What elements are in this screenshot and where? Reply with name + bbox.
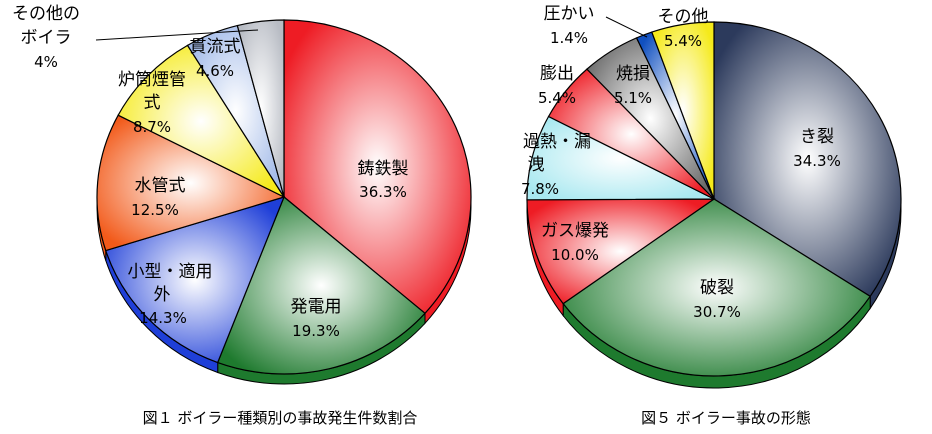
label-gas-explosion: ガス爆発 [541,221,609,241]
value-burnout: 5.1% [614,89,652,107]
pie1-slice-2 [104,196,286,364]
value-overheat: 7.8% [521,180,559,198]
leader-line-collapse [605,16,648,38]
value-cast-iron: 36.3% [359,183,407,201]
value-other-boiler: 4% [34,53,58,71]
pie2-labels: き裂 34.3% 破裂 30.7% ガス爆発 10.0% 過熱・漏 洩 7.8%… [521,4,841,321]
label-bulge: 膨出 [540,64,574,84]
label-water-tube: 水管式 [135,176,186,196]
label-fire-tube-2: 式 [144,93,161,113]
pie1-slice-3 [96,114,286,252]
label-once-through: 貫流式 [190,37,241,57]
value-bulge: 5.4% [538,89,576,107]
value-collapse: 1.4% [550,29,588,47]
pie1-slice-6 [236,19,285,198]
value-fire-tube: 8.7% [133,118,171,136]
label-fire-tube-1: 炉筒煙管 [118,70,186,90]
value-once-through: 4.6% [196,62,234,80]
label-rupture: 破裂 [700,278,734,298]
caption-figure-5: 図５ ボイラー事故の形態 [641,409,811,427]
value-power: 19.3% [292,322,340,340]
pie-chart-accident-forms [526,21,902,389]
label-other-boiler-2: ボイラ [21,28,72,48]
pie-chart-boiler-types [96,19,472,385]
pie2-slice-1 [562,198,872,377]
label-cast-iron: 鋳鉄製 [358,159,409,179]
value-crack: 34.3% [793,152,841,170]
value-rupture: 30.7% [693,303,741,321]
pie2-slice-3 [526,115,715,201]
label-other: その他 [658,7,709,27]
label-overheat-2: 洩 [528,155,545,175]
value-small: 14.3% [139,309,187,327]
label-other-boiler-1: その他の [12,4,80,24]
pie1-labels: 鋳鉄製 36.3% 発電用 19.3% 小型・適用 外 14.3% 水管式 12… [12,4,409,340]
caption-figure-1: 図１ ボイラー種類別の事故発生件数割合 [143,409,418,427]
pie1-slice-4 [117,44,286,199]
label-burnout: 焼損 [616,64,650,84]
label-crack: き裂 [800,127,834,147]
value-water-tube: 12.5% [131,201,179,219]
value-other: 5.4% [664,32,702,50]
leader-line-other-boiler [95,29,259,41]
pie1-slice-0 [283,19,472,315]
label-collapse: 圧かい [544,4,595,24]
label-overheat-1: 過熱・漏 [523,132,591,152]
pie1-slice-1 [216,196,426,375]
value-gas-explosion: 10.0% [551,246,599,264]
label-small-1: 小型・適用 [128,262,213,282]
pie2-slice-7 [651,21,715,200]
label-small-2: 外 [154,285,171,305]
pie2-slice-2 [526,198,716,305]
label-power: 発電用 [291,297,342,317]
